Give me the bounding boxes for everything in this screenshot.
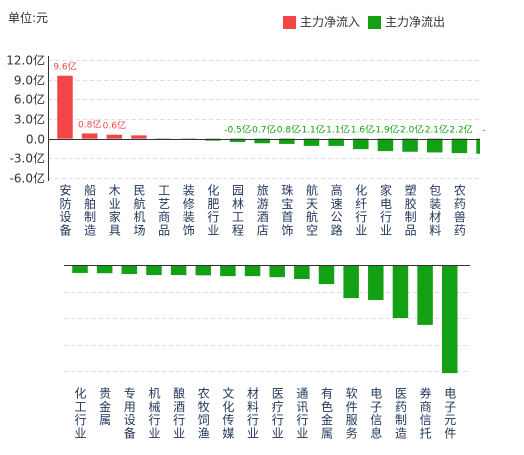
bar-value-label: 0.6亿	[103, 120, 126, 132]
bar-value-label: 9.6亿	[53, 61, 76, 73]
bottom-chart-bar[interactable]	[392, 265, 409, 318]
legend-swatch-inflow	[283, 15, 296, 29]
bar-value-label: -0.7亿	[249, 124, 276, 136]
bottom-chart-bar[interactable]	[318, 265, 335, 285]
y-tick-label: -3.0亿	[10, 151, 45, 166]
top-chart-bar[interactable]	[303, 138, 320, 146]
top-chart-bar[interactable]	[106, 134, 123, 139]
bottom-chart-bar[interactable]	[96, 265, 113, 274]
bottom-chart-bar[interactable]	[220, 265, 236, 277]
top-chart-bar[interactable]	[279, 138, 295, 144]
y-tick-label: 6.0亿	[14, 92, 45, 107]
top-chart-bar[interactable]	[57, 75, 73, 139]
bar-value-label: -0.8亿	[274, 124, 301, 136]
bottom-chart-bar[interactable]	[121, 265, 138, 275]
bar-value-label: -2.0亿	[397, 124, 424, 136]
top-chart-bar[interactable]	[451, 138, 468, 154]
bar-value-label: 0.8亿	[78, 118, 101, 130]
top-chart-bar[interactable]	[402, 138, 418, 152]
bottom-chart-bar[interactable]	[417, 265, 433, 325]
y-tick-label: -6.0亿	[10, 171, 45, 186]
bar-value-label: -1.1亿	[298, 124, 325, 136]
top-chart-bar[interactable]	[476, 138, 492, 154]
bar-value-label: -1.1亿	[323, 124, 350, 136]
top-chart-bar[interactable]	[254, 138, 270, 144]
bottom-chart-bar[interactable]	[72, 265, 88, 273]
bottom-chart-bar[interactable]	[442, 265, 458, 374]
bar-value-label: -1.9亿	[372, 124, 399, 136]
bottom-chart-bar[interactable]	[170, 265, 187, 276]
bar-value-label: -1.6亿	[348, 124, 375, 136]
bottom-chart-bar[interactable]	[343, 265, 359, 299]
bar-value-label: -2.2亿	[446, 124, 473, 136]
bar-value-label: -2.1亿	[421, 124, 448, 136]
top-chart-bar[interactable]	[81, 133, 98, 139]
top-chart-bar[interactable]	[229, 138, 246, 142]
top-chart-bar[interactable]	[353, 138, 369, 150]
legend-item-outflow[interactable]: 主力净流出	[368, 15, 445, 29]
bottom-chart-bar[interactable]	[368, 265, 384, 300]
unit-label: 单位:元	[8, 11, 49, 25]
bottom-chart-bar[interactable]	[294, 265, 310, 280]
top-chart-bar[interactable]	[427, 138, 443, 153]
legend-label-inflow: 主力净流入	[300, 15, 361, 29]
legend-swatch-outflow	[368, 15, 381, 29]
bar-value-label: -0.5亿	[224, 124, 251, 136]
bar-value-label: -	[482, 126, 485, 136]
y-tick-label: 3.0亿	[14, 112, 45, 127]
bottom-chart-bar[interactable]	[195, 265, 212, 276]
bottom-chart-bar[interactable]	[146, 265, 162, 276]
y-tick-label: 0.0	[26, 133, 45, 147]
top-chart-bar[interactable]	[131, 135, 147, 139]
bottom-chart-bar[interactable]	[244, 265, 261, 277]
bottom-chart-bar[interactable]	[269, 265, 285, 278]
top-chart-bar[interactable]	[377, 138, 394, 152]
y-tick-label: 12.0亿	[6, 53, 45, 68]
legend-item-inflow[interactable]: 主力净流入	[283, 15, 360, 29]
top-chart-bar[interactable]	[328, 138, 344, 146]
legend-label-outflow: 主力净流出	[385, 15, 446, 29]
y-tick-label: 9.0亿	[14, 73, 45, 88]
